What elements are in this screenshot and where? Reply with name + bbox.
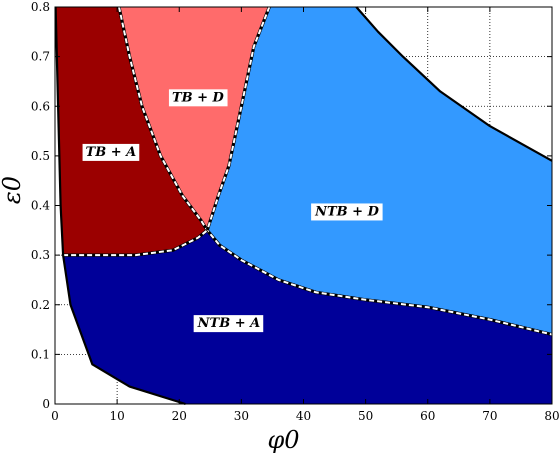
y-tick-label: 0.3 (31, 248, 50, 262)
y-tick-label: 0.6 (31, 99, 50, 113)
x-tick-label: 0 (51, 409, 59, 423)
x-axis-label: φ0 (267, 426, 299, 454)
region-label-group: NTB + A (193, 315, 264, 333)
x-tick-label: 20 (172, 409, 187, 423)
boundary-dashed (63, 229, 208, 257)
region-label-group: NTB + D (311, 203, 383, 221)
x-tick-label: 80 (544, 409, 559, 423)
region-label-box (311, 203, 383, 221)
boundary-dashed (206, 6, 271, 231)
boundary-solid (54, 6, 186, 406)
region-label-box (193, 315, 264, 333)
phase-regions (55, 6, 553, 405)
phase-boundaries (54, 6, 553, 406)
region-label-box (168, 89, 228, 107)
y-tick-label: 0.4 (31, 199, 50, 213)
region-label-box (82, 143, 140, 161)
x-tick-label: 50 (358, 409, 373, 423)
region-labels: TB + A TB + D NTB + D NTB + A (82, 89, 383, 333)
boundary-solid (355, 6, 553, 162)
y-tick-label: 0.7 (31, 50, 50, 64)
boundary-dashed-base (117, 6, 553, 337)
region-label-group: TB + D (168, 89, 228, 107)
region-label-group: TB + A (82, 143, 140, 161)
y-tick-label: 0.1 (31, 347, 50, 361)
axis-ticks: 0 10 20 30 40 50 60 70 80 0 0.1 0.2 0.3 0.4 0.5 0.6 0.7 0… (31, 0, 559, 423)
x-tick-label: 30 (234, 409, 249, 423)
y-axis-label: ε0 (0, 176, 26, 204)
region-label: TB + A (86, 145, 137, 160)
x-tick-label: 60 (420, 409, 435, 423)
x-tick-label: 70 (482, 409, 497, 423)
y-tick-label: 0 (42, 397, 50, 411)
y-tick-label: 0.8 (31, 0, 50, 14)
x-tick-label: 40 (296, 409, 311, 423)
region-label: NTB + A (197, 316, 261, 331)
y-tick-label: 0.5 (31, 149, 50, 163)
region-label: TB + D (172, 90, 225, 105)
region-label: NTB + D (314, 204, 379, 219)
x-tick-label: 10 (109, 409, 124, 423)
y-tick-label: 0.2 (31, 298, 50, 312)
